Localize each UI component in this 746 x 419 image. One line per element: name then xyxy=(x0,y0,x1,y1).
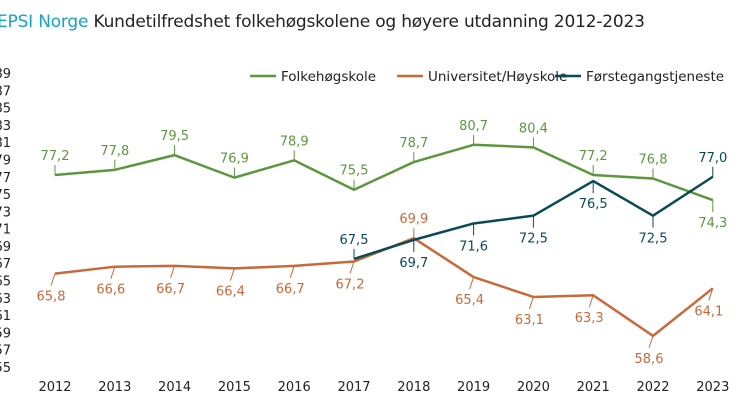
data-label: 65,4 xyxy=(455,293,484,308)
y-tick-label: 81 xyxy=(0,136,11,151)
data-label-leader xyxy=(50,273,56,286)
data-label-leader xyxy=(170,265,176,278)
legend-label: Universitet/Høyskole xyxy=(428,69,567,85)
data-label: 71,6 xyxy=(459,239,488,254)
y-tick-label: 83 xyxy=(0,119,11,134)
data-label-leader xyxy=(289,265,295,278)
y-tick-label: 87 xyxy=(0,84,11,99)
data-label: 78,9 xyxy=(280,134,309,149)
data-label: 66,6 xyxy=(96,283,125,298)
x-tick-label: 2016 xyxy=(278,380,311,395)
y-tick-label: 77 xyxy=(0,171,11,186)
series-line xyxy=(353,175,714,261)
series-line xyxy=(54,143,714,202)
series-line xyxy=(54,236,714,338)
data-label: 75,5 xyxy=(340,164,369,179)
x-tick-label: 2019 xyxy=(457,380,490,395)
data-label: 67,2 xyxy=(336,278,365,293)
chart-title-brand: EPSI Norge xyxy=(0,12,89,32)
data-label: 66,4 xyxy=(216,284,245,299)
y-tick-label: 63 xyxy=(0,292,11,307)
data-label: 77,8 xyxy=(100,144,129,159)
y-tick-label: 75 xyxy=(0,188,11,203)
y-tick-label: 57 xyxy=(0,344,11,359)
data-label-leader xyxy=(349,261,355,274)
chart-title: EPSI Norge Kundetilfredshet folkehøgskol… xyxy=(0,12,645,32)
data-label-leader xyxy=(708,288,714,301)
data-label: 76,9 xyxy=(220,152,249,167)
data-label: 64,1 xyxy=(694,304,723,319)
data-label: 78,7 xyxy=(399,136,428,151)
x-tick-label: 2015 xyxy=(218,380,251,395)
data-label-leader xyxy=(648,335,654,349)
y-tick-label: 85 xyxy=(0,102,11,117)
data-label: 63,1 xyxy=(515,313,544,328)
data-label: 66,7 xyxy=(156,282,185,297)
data-label: 80,7 xyxy=(459,119,488,134)
y-tick-label: 89 xyxy=(0,67,11,82)
y-tick-label: 67 xyxy=(0,257,11,272)
y-tick-label: 73 xyxy=(0,205,11,220)
data-label: 65,8 xyxy=(37,290,66,305)
x-tick-label: 2020 xyxy=(517,380,550,395)
chart-title-text: Kundetilfredshet folkehøgskolene og høye… xyxy=(93,12,645,32)
data-label: 79,5 xyxy=(160,129,189,144)
legend-label: Førstegangstjeneste xyxy=(586,69,724,85)
x-tick-label: 2018 xyxy=(397,380,430,395)
x-tick-label: 2014 xyxy=(158,380,191,395)
data-label: 72,5 xyxy=(519,232,548,247)
y-tick-label: 59 xyxy=(0,326,11,341)
data-label: 63,3 xyxy=(575,311,604,326)
data-label: 67,5 xyxy=(340,233,369,248)
y-tick-label: 55 xyxy=(0,361,11,376)
data-label-leader xyxy=(110,266,116,279)
data-label: 77,2 xyxy=(41,149,70,164)
x-tick-label: 2023 xyxy=(696,380,729,395)
y-tick-label: 71 xyxy=(0,223,11,238)
data-label: 77,2 xyxy=(579,149,608,164)
y-tick-label: 61 xyxy=(0,309,11,324)
data-label: 69,7 xyxy=(399,256,428,271)
data-label-leader xyxy=(588,295,594,308)
y-tick-label: 65 xyxy=(0,275,11,290)
x-tick-label: 2017 xyxy=(337,380,370,395)
data-label: 69,9 xyxy=(399,212,428,227)
data-label: 58,6 xyxy=(635,352,664,367)
x-tick-label: 2022 xyxy=(636,380,669,395)
x-tick-label: 2013 xyxy=(98,380,131,395)
x-tick-label: 2012 xyxy=(38,380,71,395)
x-tick-label: 2021 xyxy=(577,380,610,395)
data-label: 72,5 xyxy=(639,232,668,247)
data-label-leader xyxy=(469,276,475,290)
data-label: 66,7 xyxy=(276,282,305,297)
y-tick-label: 69 xyxy=(0,240,11,255)
data-label: 76,5 xyxy=(579,197,608,212)
data-label: 77,0 xyxy=(698,151,727,166)
data-label: 80,4 xyxy=(519,121,548,136)
legend-label: Folkehøgskole xyxy=(281,69,376,85)
y-tick-label: 79 xyxy=(0,153,11,168)
data-label: 76,8 xyxy=(639,152,668,167)
data-label-leader xyxy=(528,296,534,310)
data-label-leader xyxy=(229,268,235,281)
data-label: 74,3 xyxy=(698,216,727,231)
